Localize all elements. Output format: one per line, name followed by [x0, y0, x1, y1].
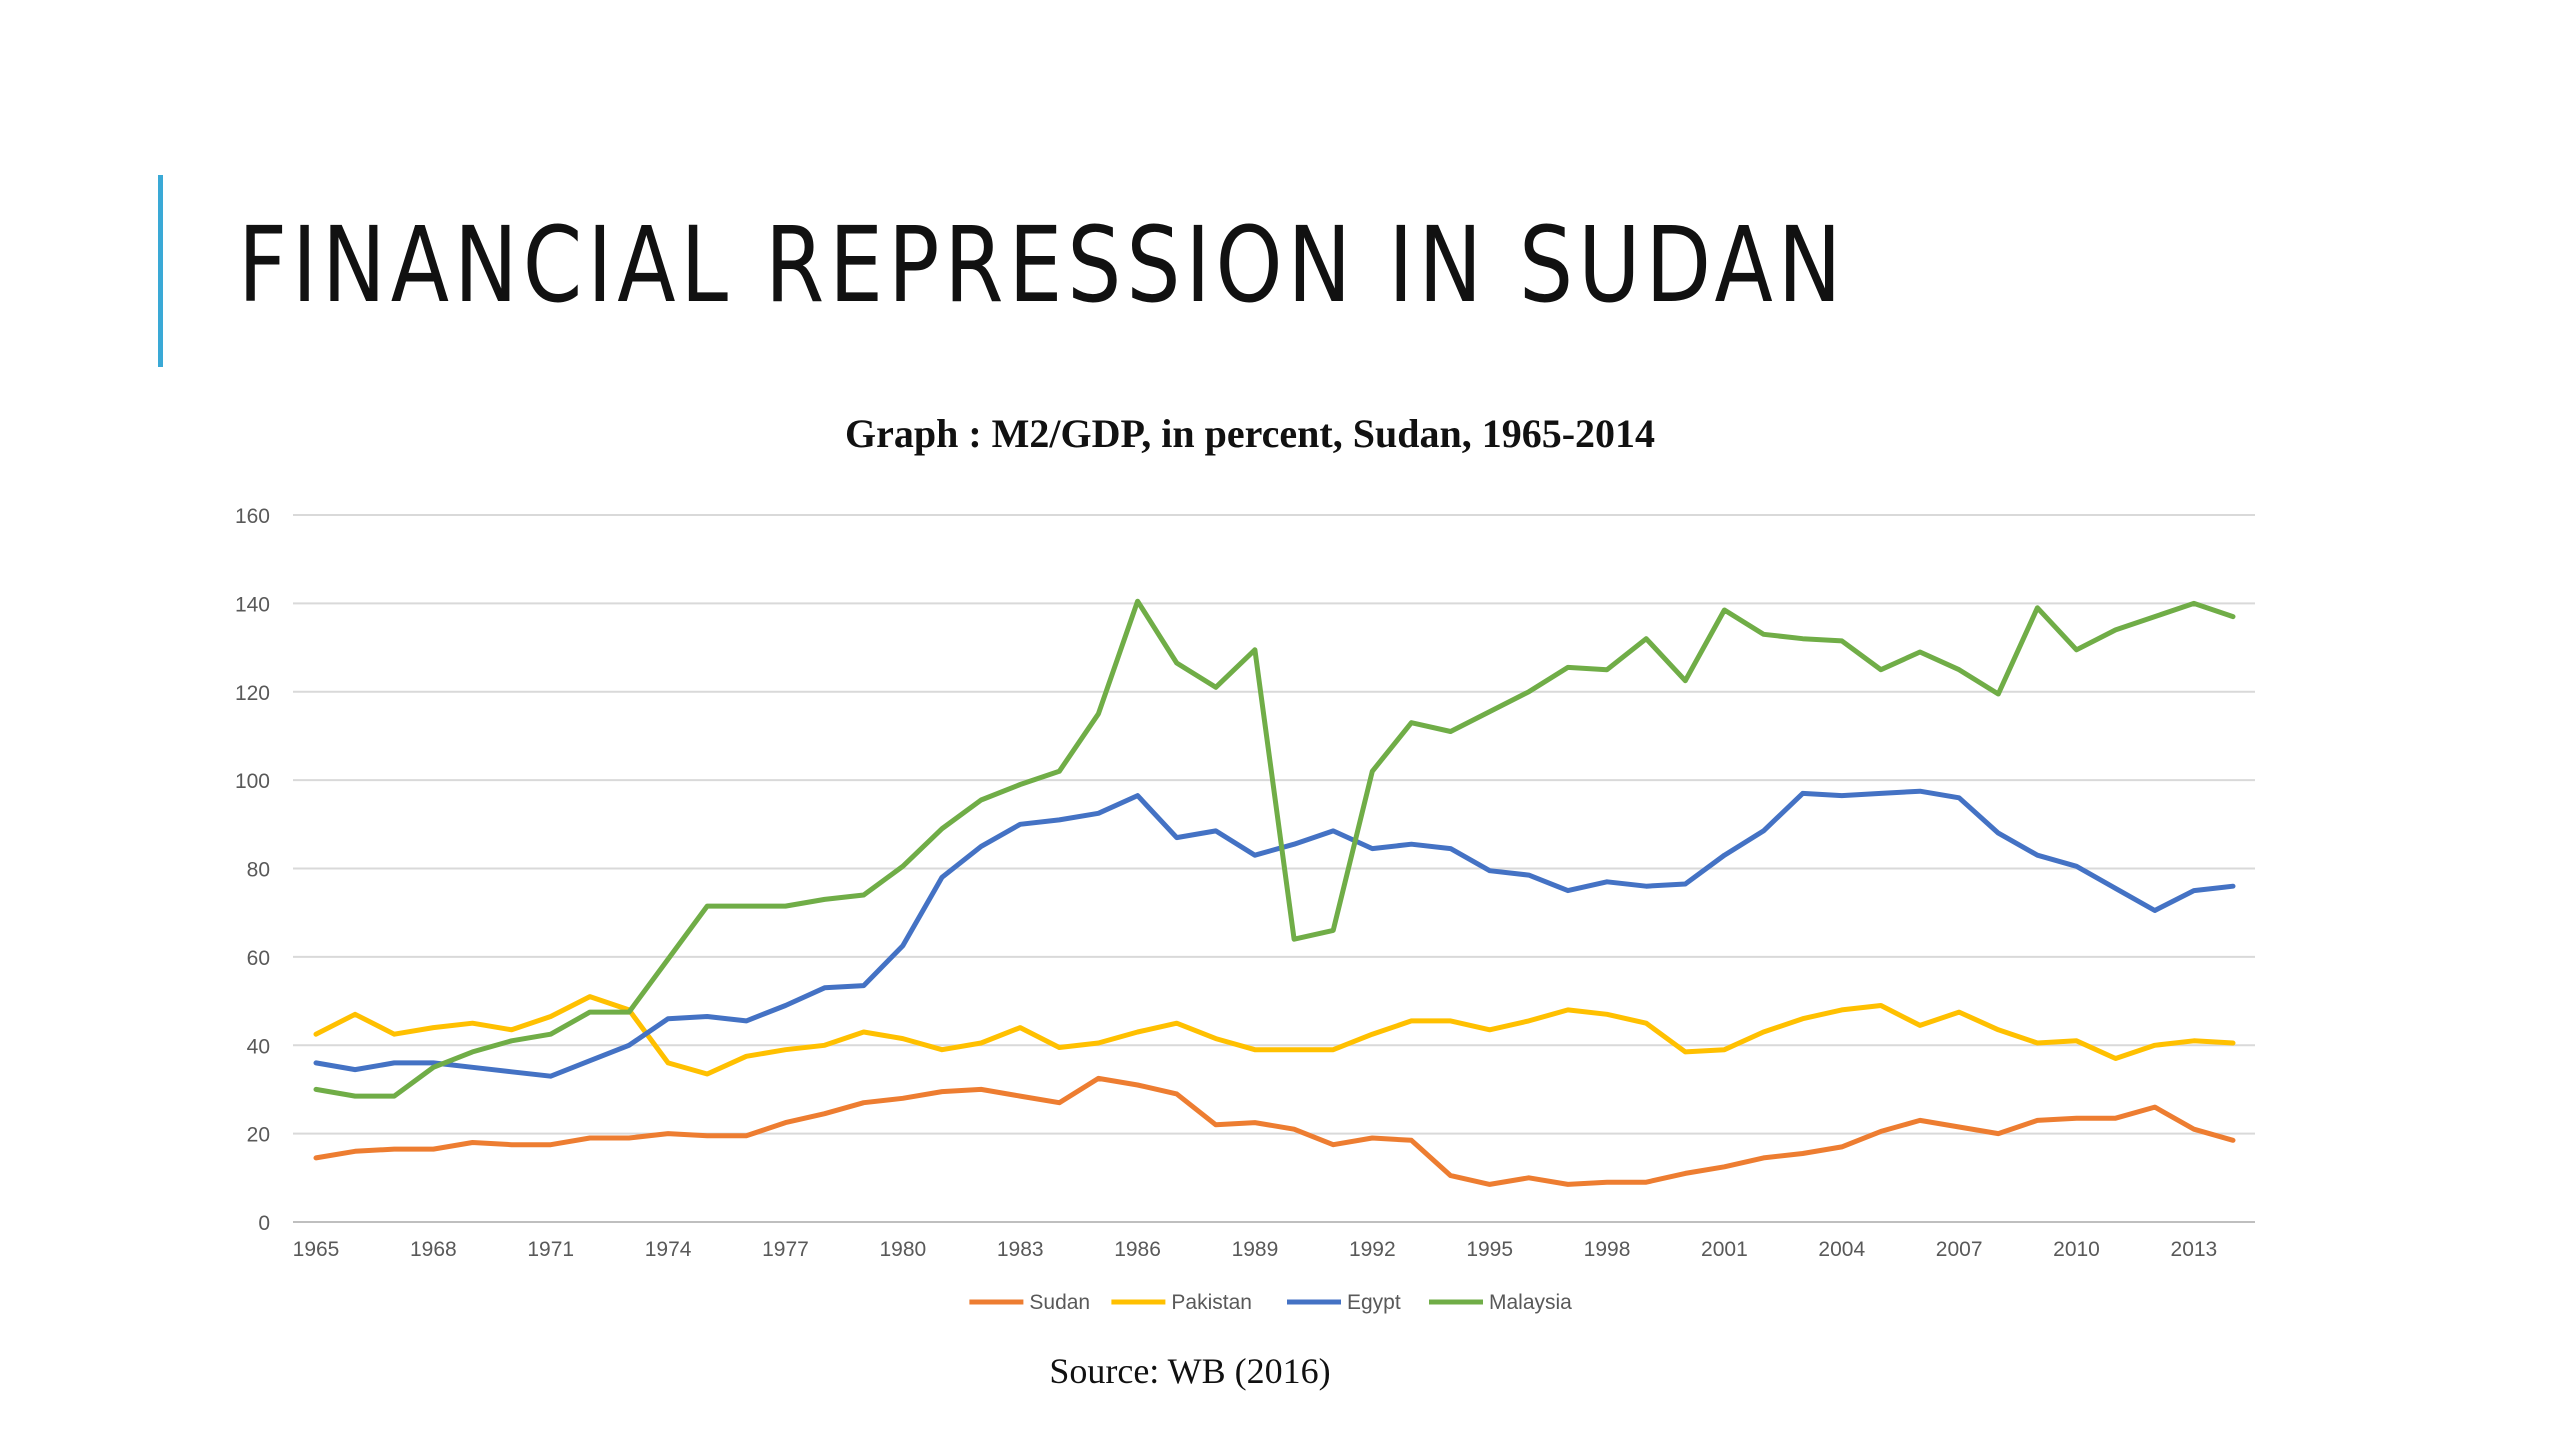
x-tick-label: 1968	[410, 1238, 457, 1261]
y-tick-label: 140	[235, 593, 270, 616]
chart-legend: Sudan Pakistan Egypt Malaysia	[969, 1291, 1572, 1314]
slide-title: FINANCIAL REPRESSION IN SUDAN	[238, 204, 1847, 326]
legend-label: Sudan	[1029, 1291, 1090, 1314]
x-tick-label: 1986	[1114, 1238, 1161, 1261]
legend-label: Malaysia	[1489, 1291, 1572, 1314]
x-tick-label: 1998	[1584, 1238, 1631, 1261]
x-tick-label: 1989	[1232, 1238, 1279, 1261]
y-tick-label: 80	[247, 859, 270, 882]
x-tick-label: 2007	[1936, 1238, 1983, 1261]
x-tick-label: 2013	[2171, 1238, 2218, 1261]
source-note: Source: WB (2016)	[1049, 1351, 1331, 1391]
series-line-egypt	[313, 788, 2236, 1079]
y-tick-label: 0	[258, 1212, 270, 1235]
x-axis-tick-labels: 1965 1968 1971 1974 1977 1980 1983 1986 1989 1992…	[293, 1238, 2218, 1261]
y-tick-label: 40	[247, 1035, 270, 1058]
y-tick-label: 20	[247, 1124, 270, 1147]
x-tick-label: 1992	[1349, 1238, 1396, 1261]
y-axis-tick-labels: 0 20 40 60 80 100 120 140 160	[235, 505, 270, 1235]
x-tick-label: 2004	[1818, 1238, 1865, 1261]
x-tick-label: 1965	[293, 1238, 340, 1261]
legend-item-egypt: Egypt	[1287, 1291, 1401, 1314]
chart-gridlines	[293, 514, 2255, 1223]
x-tick-label: 1977	[762, 1238, 809, 1261]
y-tick-label: 160	[235, 505, 270, 528]
x-tick-label: 1995	[1466, 1238, 1513, 1261]
legend-item-malaysia: Malaysia	[1429, 1291, 1572, 1314]
y-tick-label: 60	[247, 947, 270, 970]
x-tick-label: 2001	[1701, 1238, 1748, 1261]
x-tick-label: 1971	[527, 1238, 574, 1261]
x-tick-label: 1983	[997, 1238, 1044, 1261]
legend-label: Egypt	[1347, 1291, 1401, 1314]
series-line-malaysia	[313, 598, 2236, 1099]
y-tick-label: 120	[235, 682, 270, 705]
chart-series-lines	[313, 598, 2236, 1187]
y-tick-label: 100	[235, 770, 270, 793]
legend-item-pakistan: Pakistan	[1111, 1291, 1252, 1314]
series-line-sudan	[313, 1075, 2236, 1187]
chart-title: Graph : M2/GDP, in percent, Sudan, 1965-…	[844, 411, 1656, 456]
x-tick-label: 1974	[645, 1238, 692, 1261]
legend-label: Pakistan	[1171, 1291, 1252, 1314]
series-line-pakistan	[313, 994, 2236, 1077]
title-accent-bar	[158, 175, 163, 367]
x-tick-label: 2010	[2053, 1238, 2100, 1261]
legend-item-sudan: Sudan	[969, 1291, 1090, 1314]
x-tick-label: 1980	[879, 1238, 926, 1261]
